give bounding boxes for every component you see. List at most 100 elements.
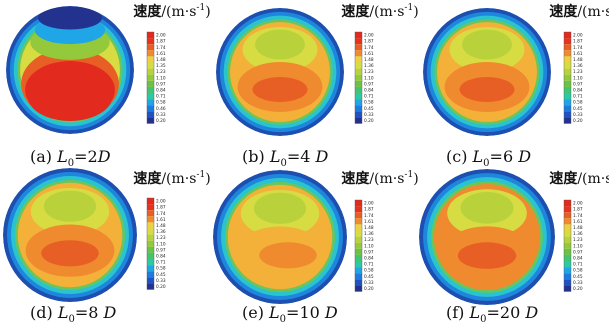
contour-band <box>460 191 514 224</box>
colorbar-tick-label: 1.74 <box>573 45 583 51</box>
colorbar-tick-label: 1.61 <box>573 219 583 225</box>
contour-core <box>41 240 99 267</box>
colorbar-tick-label: 0.84 <box>364 256 374 262</box>
colorbar-tick-label: 0.84 <box>573 88 583 94</box>
colorbar-swatch <box>147 222 154 229</box>
colorbar-tick-label: 0.71 <box>156 94 166 100</box>
colorbar-tick-label: 1.74 <box>364 213 374 219</box>
colorbar-swatch <box>564 254 571 261</box>
colorbar-4: 2.001.871.741.611.481.361.231.100.970.84… <box>146 197 166 290</box>
colorbar-swatch <box>564 32 571 39</box>
colorbar-tick-label: 0.33 <box>156 278 166 284</box>
colorbar-swatch <box>147 93 154 100</box>
colorbar-swatch <box>355 285 362 292</box>
caption-sub: 0 <box>480 314 486 325</box>
colorbar-tick-label: 0.33 <box>156 112 166 118</box>
colorbar-swatch <box>147 38 154 45</box>
colorbar-swatch <box>147 86 154 93</box>
colorbar-tick-label: 0.97 <box>573 249 583 255</box>
colorbar-tick-label: 1.61 <box>364 219 374 225</box>
colorbar-tick-label: 1.74 <box>573 213 583 219</box>
colorbar-tick-label: 0.45 <box>573 106 583 112</box>
colorbar-swatch <box>355 279 362 286</box>
caption-suffix: =8 <box>75 303 104 322</box>
caption-unit: D <box>524 303 538 322</box>
colorbar-swatch <box>147 271 154 278</box>
colorbar-swatch <box>564 99 571 106</box>
unit-label: 速度/(m·s-1) <box>341 3 418 20</box>
caption-prefix: (b) <box>242 147 270 166</box>
colorbar-swatch <box>564 224 571 231</box>
colorbar-5: 2.001.871.741.611.481.361.231.100.970.84… <box>354 199 374 292</box>
unit-label-exponent: -1 <box>404 170 413 180</box>
colorbar-swatch <box>147 265 154 272</box>
colorbar-tick-label: 2.00 <box>364 33 374 39</box>
colorbar-swatch <box>355 111 362 118</box>
colorbar-tick-label: 1.36 <box>573 231 583 237</box>
caption-prefix: (a) <box>30 147 57 166</box>
colorbar-swatch <box>355 105 362 112</box>
colorbar-tick-label: 0.33 <box>364 280 374 286</box>
panel-caption: (f) L0=20 D <box>446 303 538 325</box>
contour-core <box>459 76 515 102</box>
unit-label: 速度/(m·s-1) <box>549 3 609 20</box>
colorbar-tick-label: 1.87 <box>573 207 583 213</box>
colorbar-tick-label: 0.58 <box>364 268 374 274</box>
colorbar-tick-label: 0.58 <box>573 268 583 274</box>
caption-suffix: =6 <box>490 147 519 166</box>
contour-core <box>457 242 517 269</box>
colorbar-tick-label: 0.20 <box>156 284 166 290</box>
colorbar-swatch <box>355 32 362 39</box>
colorbar-tick-label: 1.74 <box>156 211 166 217</box>
unit-label-body: /(m·s <box>577 4 609 20</box>
panel-caption: (d) L0=8 D <box>30 303 116 325</box>
colorbar-swatch <box>355 99 362 106</box>
colorbar-tick-label: 1.36 <box>156 229 166 235</box>
panel-caption: (a) L0=2D <box>30 147 111 169</box>
unit-label-cn: 速度 <box>549 170 578 187</box>
colorbar-tick-label: 0.45 <box>573 274 583 280</box>
colorbar-swatch <box>147 50 154 57</box>
caption-unit: D <box>324 303 338 322</box>
colorbar-swatch <box>564 111 571 118</box>
colorbar-swatch <box>564 200 571 207</box>
colorbar-swatch <box>147 228 154 235</box>
colorbar-tick-label: 1.61 <box>364 51 374 57</box>
colorbar-swatch <box>564 267 571 274</box>
colorbar-tick-label: 0.20 <box>573 286 583 292</box>
colorbar-6: 2.001.871.741.611.481.361.231.100.970.84… <box>563 199 583 292</box>
colorbar-tick-label: 1.87 <box>364 207 374 213</box>
colorbar-swatch <box>147 252 154 259</box>
colorbar-swatch <box>147 198 154 205</box>
unit-label-close: ) <box>413 4 418 20</box>
colorbar-swatch <box>147 44 154 51</box>
colorbar-tick-label: 0.58 <box>156 100 166 106</box>
colorbar-swatch <box>564 230 571 237</box>
colorbar-swatch <box>564 105 571 112</box>
colorbar-tick-label: 0.71 <box>573 94 583 100</box>
colorbar-swatch <box>147 283 154 290</box>
colorbar-swatch <box>147 80 154 87</box>
contour-disc-1 <box>6 6 134 134</box>
colorbar-tick-label: 0.97 <box>364 249 374 255</box>
colorbar-tick-label: 0.97 <box>573 81 583 87</box>
colorbar-swatch <box>355 267 362 274</box>
contour-disc-5 <box>213 170 347 304</box>
colorbar-tick-label: 1.61 <box>573 51 583 57</box>
colorbar-tick-label: 1.23 <box>364 69 374 75</box>
colorbar-swatch <box>564 285 571 292</box>
colorbar-tick-label: 1.48 <box>364 225 374 231</box>
colorbar-swatch <box>355 218 362 225</box>
colorbar-tick-label: 0.84 <box>573 256 583 262</box>
colorbar-tick-label: 1.23 <box>573 69 583 75</box>
caption-suffix: =2 <box>74 147 98 166</box>
colorbar-2: 2.001.871.741.611.481.361.231.100.970.84… <box>354 31 374 124</box>
unit-label-body: /(m·s <box>369 171 404 187</box>
colorbar-tick-label: 1.74 <box>156 45 166 51</box>
colorbar-tick-label: 0.45 <box>364 106 374 112</box>
caption-sub: 0 <box>280 314 286 325</box>
contour-disc-3 <box>423 8 551 136</box>
colorbar-tick-label: 2.00 <box>364 201 374 207</box>
colorbar-tick-label: 1.23 <box>156 235 166 241</box>
